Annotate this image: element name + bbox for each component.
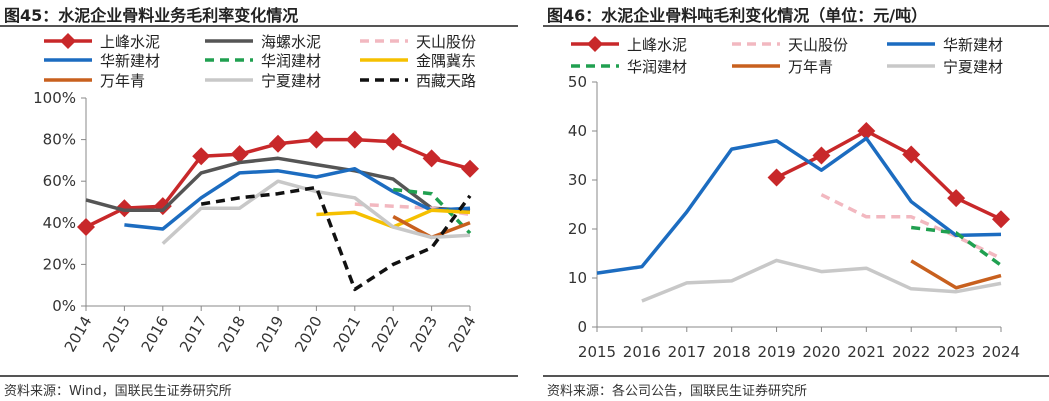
x-tick-label: 2023	[937, 343, 975, 361]
legend-label: 宁夏建材	[261, 72, 321, 90]
line-chart-margin: 0%20%40%60%80%100%2014 2015 2016 2017 2018 20…	[33, 33, 480, 355]
series-1-point	[345, 130, 364, 149]
y-tick-label: 50	[568, 73, 587, 91]
x-tick-label: 2024	[445, 313, 480, 355]
series-1-point	[269, 134, 287, 153]
x-tick-label: 2020	[291, 313, 326, 355]
y-tick-label: 40%	[43, 214, 76, 232]
series-2-line	[85, 156, 471, 213]
chart-panel-left: 图45：水泥企业骨料业务毛利率变化情况 0% 20% 40% 60% 80% 100% 20…	[0, 0, 522, 401]
series-1-point	[230, 145, 249, 164]
source-note: 资料来源：Wind，国联民生证券研究所	[4, 384, 232, 399]
y-tick-label: 100%	[33, 89, 76, 107]
series-3-line	[596, 136, 1002, 275]
x-tick-label: 2021	[847, 343, 885, 361]
y-tick-label: 10	[568, 269, 587, 287]
x-tick-label: 2017	[176, 313, 211, 355]
series-9-line	[200, 185, 472, 292]
x-tick-label: 2015	[99, 313, 134, 355]
source-note: 资料来源：各公司公告，国联民生证券研究所	[547, 384, 808, 399]
series-1-point	[307, 130, 326, 149]
y-tick-label: 60%	[43, 172, 76, 190]
series-1-point	[384, 132, 403, 151]
legend-label: 华新建材	[943, 36, 1003, 54]
legend-marker	[60, 33, 76, 49]
series-1-point	[422, 149, 441, 168]
x-tick-label: 2018	[713, 343, 751, 361]
series-5-line	[910, 259, 1002, 290]
legend-label: 西藏天路	[416, 72, 476, 90]
title-rule	[0, 25, 518, 27]
legend-label: 上峰水泥	[627, 36, 687, 54]
series-1-point	[461, 159, 479, 178]
footer-rule	[543, 375, 1049, 377]
series-1-point	[812, 146, 831, 165]
series-1-point	[902, 145, 921, 164]
line-chart-profit-per-ton: 0 10 20 30 40 50 2015 2016 2017 2018 2019 2020 2021 2…	[568, 36, 1020, 361]
legend-label: 华润建材	[627, 58, 687, 76]
title-rule	[543, 25, 1049, 27]
series-1-point	[77, 217, 95, 236]
series-1-point	[192, 147, 211, 166]
series-1-point	[115, 199, 134, 218]
x-tick-label: 2014	[61, 313, 96, 355]
series-4-line	[910, 225, 1003, 267]
legend-label: 上峰水泥	[100, 33, 160, 51]
y-tick-label: 0%	[52, 297, 76, 315]
legend-label: 金隅冀东	[416, 52, 476, 70]
legend-label: 华新建材	[100, 52, 160, 70]
footer-rule	[0, 375, 518, 377]
x-tick-label: 2016	[623, 343, 661, 361]
x-tick-label: 2018	[214, 313, 249, 355]
legend-label: 海螺水泥	[261, 33, 321, 51]
legend-label: 万年青	[100, 72, 145, 90]
x-tick-label: 2016	[138, 313, 173, 355]
legend-label: 华润建材	[261, 52, 321, 70]
series-1-line	[775, 129, 1002, 221]
series-2-line	[820, 193, 1002, 260]
y-tick-label: 40	[568, 122, 587, 140]
legend-label: 天山股份	[416, 33, 476, 51]
y-tick-label: 80%	[43, 131, 76, 149]
x-tick-label: 2022	[368, 313, 403, 355]
y-tick-label: 0	[577, 318, 587, 336]
series-5-line	[393, 187, 472, 235]
x-tick-label: 2019	[757, 343, 795, 361]
chart-panel-right: 图46：水泥企业骨料吨毛利变化情况（单位：元/吨） 0 10 20 30 40 50 201…	[527, 0, 1049, 401]
legend-label: 天山股份	[788, 36, 848, 54]
y-tick-label: 20%	[43, 255, 76, 273]
legend-label: 宁夏建材	[943, 58, 1003, 76]
legend-marker	[587, 36, 603, 52]
x-tick-label: 2021	[330, 313, 365, 355]
chart-title: 图45：水泥企业骨料业务毛利率变化情况	[4, 6, 299, 25]
series-1-point	[992, 210, 1010, 229]
series-1-point	[857, 122, 876, 140]
x-tick-label: 2024	[982, 343, 1020, 361]
x-tick-label: 2020	[802, 343, 840, 361]
series-4-line	[124, 166, 471, 231]
series-6-line	[316, 208, 471, 229]
x-tick-label: 2015	[578, 343, 616, 361]
chart-title: 图46：水泥企业骨料吨毛利变化情况（单位：元/吨）	[547, 6, 928, 25]
x-tick-label: 2019	[253, 313, 288, 355]
x-tick-label: 2017	[668, 343, 706, 361]
y-tick-label: 20	[568, 220, 587, 238]
series-6-line	[641, 258, 1002, 303]
x-tick-label: 2022	[892, 343, 930, 361]
x-tick-label: 2023	[406, 313, 441, 355]
y-tick-label: 30	[568, 171, 587, 189]
series-1-point	[767, 168, 786, 187]
legend-label: 万年青	[788, 58, 833, 76]
series-1-point	[947, 189, 966, 208]
